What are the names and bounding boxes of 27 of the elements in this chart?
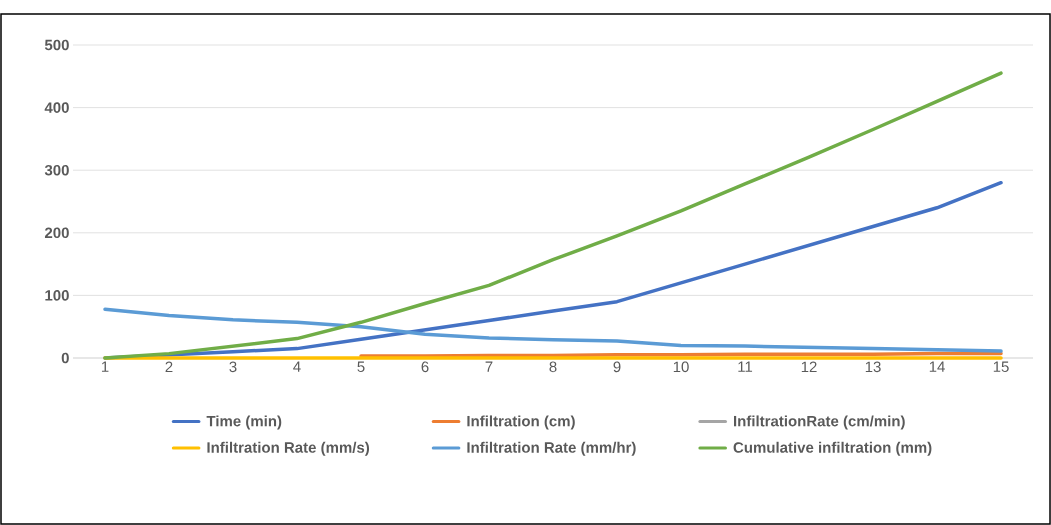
y-tick-label: 200 [44,227,69,239]
y-tick-label: 500 [44,39,69,51]
y-tick-label: 0 [61,352,69,364]
legend-label: Infiltration Rate (mm/hr) [467,441,636,456]
y-tick-label: 100 [45,290,69,301]
legend-label: Infiltration (cm) [467,415,575,430]
x-tick-label: 1 [101,361,109,372]
legend-label: Time (min) [206,415,282,430]
x-tick-label: 2 [165,361,173,373]
x-tick-label: 15 [993,361,1009,372]
y-tick-label: 400 [44,102,69,113]
x-tick-label: 3 [229,361,237,373]
x-tick-label: 5 [357,361,365,372]
x-tick-label: 9 [613,361,621,373]
x-tick-label: 6 [421,361,429,373]
y-tick-label: 300 [44,164,69,176]
x-tick-label: 11 [738,361,753,372]
x-tick-label: 7 [485,361,493,372]
x-tick-label: 10 [673,361,689,373]
x-tick-label: 12 [801,361,817,373]
x-tick-label: 14 [929,361,945,372]
x-tick-label: 13 [865,361,881,373]
legend-label: Infiltration Rate (mm/s) [207,441,370,456]
x-tick-label: 8 [549,361,557,373]
legend-label: Cumulative infiltration (mm) [733,441,932,456]
legend-label: InfiltrationRate (cm/min) [734,415,905,430]
x-tick-label: 4 [293,361,301,372]
